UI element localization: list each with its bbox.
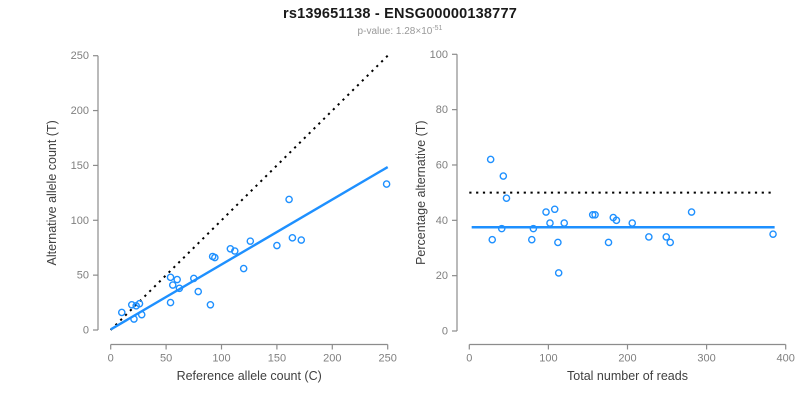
- data-point: [529, 224, 538, 233]
- data-point: [175, 284, 184, 293]
- y-tick-label: 40: [436, 215, 448, 227]
- y-tick-label: 100: [430, 49, 448, 61]
- x-axis-title: Reference allele count (C): [177, 369, 322, 383]
- y-tick-label: 200: [71, 105, 89, 117]
- data-point: [769, 230, 777, 238]
- pvalue-exponent: -51: [432, 25, 443, 32]
- data-point: [527, 235, 536, 244]
- data-point: [117, 308, 126, 317]
- data-point: [612, 216, 621, 225]
- data-point: [687, 208, 696, 216]
- data-point: [550, 205, 559, 214]
- x-tick-label: 100: [539, 353, 557, 365]
- data-point: [130, 315, 138, 323]
- data-point: [135, 299, 144, 308]
- data-point: [604, 238, 613, 247]
- figure-subtitle: p-value: 1.28×10-51: [0, 25, 800, 37]
- data-point: [168, 281, 177, 289]
- y-tick-label: 100: [71, 215, 89, 227]
- data-point: [554, 269, 563, 277]
- x-tick-label: 0: [466, 353, 472, 365]
- data-point: [189, 274, 198, 283]
- x-tick-label: 50: [160, 353, 172, 365]
- data-point: [246, 237, 255, 245]
- data-point: [173, 275, 181, 284]
- data-point: [239, 264, 248, 273]
- x-tick-label: 250: [379, 353, 397, 365]
- data-point: [497, 224, 506, 233]
- x-tick-label: 400: [777, 353, 795, 365]
- x-tick-label: 0: [108, 353, 114, 365]
- data-point: [273, 241, 281, 250]
- regression-line: [110, 166, 389, 331]
- data-point: [591, 210, 599, 219]
- data-point: [588, 210, 597, 219]
- x-axis-title: Total number of reads: [567, 369, 688, 383]
- y-axis-title: Alternative allele count (T): [45, 120, 59, 265]
- y-tick-label: 0: [83, 325, 89, 337]
- data-point: [297, 236, 306, 244]
- y-tick-label: 60: [436, 159, 448, 171]
- x-tick-label: 150: [268, 353, 286, 365]
- data-point: [560, 219, 569, 227]
- y-tick-label: 250: [71, 50, 89, 62]
- data-point: [127, 300, 136, 309]
- data-point: [488, 235, 497, 244]
- data-point: [486, 155, 495, 164]
- data-point: [499, 172, 508, 180]
- data-point: [166, 298, 175, 307]
- data-point: [137, 310, 146, 319]
- data-point: [628, 219, 637, 227]
- data-point: [554, 238, 562, 247]
- data-point: [206, 300, 215, 309]
- y-tick-label: 150: [71, 160, 89, 172]
- data-point: [546, 219, 554, 227]
- y-tick-label: 80: [436, 104, 448, 116]
- y-tick-label: 20: [436, 270, 448, 282]
- data-point: [194, 287, 203, 296]
- data-point: [666, 238, 675, 247]
- x-tick-label: 100: [212, 353, 230, 365]
- figure-title: rs139651138 - ENSG00000138777: [283, 6, 517, 22]
- data-point: [285, 195, 293, 204]
- data-point: [662, 233, 671, 241]
- x-tick-label: 300: [697, 353, 715, 365]
- data-point: [382, 180, 391, 188]
- x-tick-label: 200: [323, 353, 341, 365]
- data-point: [288, 234, 297, 242]
- data-point: [645, 233, 653, 241]
- data-point: [211, 253, 219, 262]
- data-point: [542, 208, 550, 216]
- y-tick-label: 50: [77, 270, 89, 282]
- identity-line: [109, 54, 389, 331]
- pvalue-text: p-value: 1.28×10: [357, 26, 433, 37]
- data-point: [166, 273, 175, 282]
- y-tick-label: 0: [442, 326, 448, 338]
- x-tick-label: 200: [618, 353, 636, 365]
- data-point: [230, 247, 239, 255]
- y-axis-title: Percentage alternative (T): [414, 120, 428, 265]
- data-point: [502, 194, 511, 202]
